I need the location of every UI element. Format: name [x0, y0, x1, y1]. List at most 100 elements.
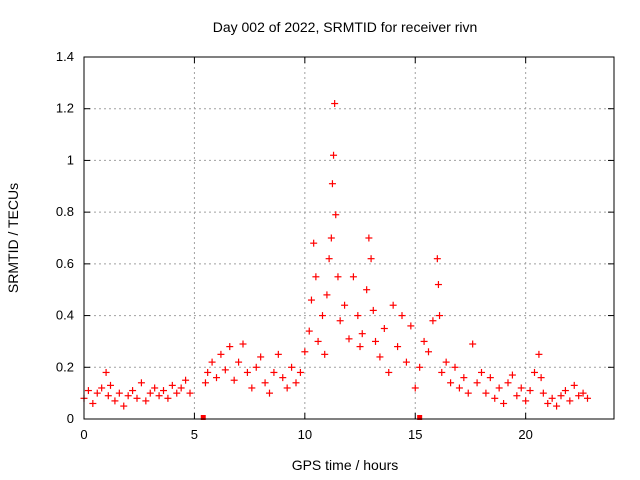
data-point — [124, 392, 132, 400]
y-tick-label: 0.6 — [56, 256, 74, 271]
data-point — [226, 343, 234, 351]
data-point — [341, 301, 349, 309]
grid-lines — [84, 57, 614, 419]
data-point — [517, 384, 525, 392]
data-point — [261, 379, 269, 387]
data-point — [151, 384, 159, 392]
data-point — [447, 379, 455, 387]
data-point — [221, 366, 229, 374]
y-tick-label: 0 — [67, 411, 74, 426]
data-point — [312, 273, 320, 281]
data-point — [137, 379, 145, 387]
data-point — [288, 363, 296, 371]
y-tick-label: 0.4 — [56, 308, 74, 323]
data-point — [442, 358, 450, 366]
data-point — [436, 312, 444, 320]
data-point — [469, 340, 477, 348]
data-point — [425, 348, 432, 356]
data-point — [321, 350, 329, 358]
data-point — [243, 368, 251, 376]
data-point — [279, 374, 287, 382]
data-point — [354, 312, 362, 320]
data-point — [434, 281, 442, 289]
data-point — [301, 348, 309, 356]
data-point — [142, 397, 150, 405]
data-point — [389, 301, 397, 309]
data-point — [120, 402, 128, 410]
data-point — [252, 363, 260, 371]
data-point — [173, 389, 181, 397]
data-point — [345, 335, 353, 343]
data-point — [363, 286, 371, 294]
data-point — [416, 363, 424, 371]
data-point — [334, 273, 342, 281]
y-tick-label: 1.2 — [56, 101, 74, 116]
x-axis-ticks: 0 5 10 15 20 — [80, 57, 533, 442]
gap-marker — [417, 415, 423, 420]
data-point — [385, 368, 393, 376]
data-point — [332, 211, 340, 219]
data-point — [579, 389, 587, 397]
data-point — [325, 255, 333, 263]
x-tick-label: 5 — [191, 427, 198, 442]
data-point — [98, 384, 106, 392]
data-point — [168, 381, 176, 389]
data-point — [398, 312, 406, 320]
y-tick-label: 0.2 — [56, 359, 74, 374]
data-point — [217, 350, 225, 358]
data-point — [213, 374, 220, 382]
data-point — [257, 353, 265, 361]
data-point — [230, 376, 238, 384]
data-point — [365, 234, 373, 242]
data-point — [129, 387, 137, 395]
data-point — [104, 392, 112, 400]
data-point — [292, 379, 300, 387]
data-point — [464, 389, 472, 397]
data-point — [328, 180, 336, 188]
data-point — [89, 399, 97, 407]
x-tick-label: 10 — [298, 427, 312, 442]
data-point — [201, 379, 209, 387]
data-point — [208, 358, 216, 366]
data-point — [407, 322, 415, 330]
data-point — [473, 379, 481, 387]
data-point — [420, 337, 428, 345]
data-point — [93, 389, 101, 397]
data-point — [394, 343, 402, 351]
data-points — [80, 100, 591, 410]
data-point — [349, 273, 357, 281]
data-point — [433, 255, 441, 263]
data-point — [204, 368, 212, 376]
data-point — [570, 381, 578, 389]
data-point — [133, 394, 141, 402]
data-point — [296, 368, 304, 376]
x-tick-label: 0 — [80, 427, 87, 442]
data-point — [310, 239, 318, 247]
data-point — [270, 368, 278, 376]
data-point — [486, 374, 494, 382]
data-point — [331, 100, 339, 108]
data-point — [330, 151, 338, 159]
data-point — [314, 337, 322, 345]
data-point — [235, 358, 243, 366]
data-point — [358, 330, 366, 338]
data-point — [402, 358, 410, 366]
data-point — [575, 392, 583, 400]
data-point — [451, 363, 459, 371]
data-point — [522, 397, 530, 405]
data-point — [319, 312, 326, 320]
data-point — [566, 397, 574, 405]
data-point — [513, 392, 521, 400]
data-point — [557, 392, 565, 400]
data-point — [177, 384, 185, 392]
data-point — [500, 399, 508, 407]
plot-frame — [83, 56, 615, 420]
x-axis-label: GPS time / hours — [292, 457, 399, 473]
data-point — [115, 389, 123, 397]
y-tick-label: 1 — [67, 152, 74, 167]
data-point — [429, 317, 437, 325]
data-point — [531, 368, 538, 376]
data-point — [283, 384, 291, 392]
